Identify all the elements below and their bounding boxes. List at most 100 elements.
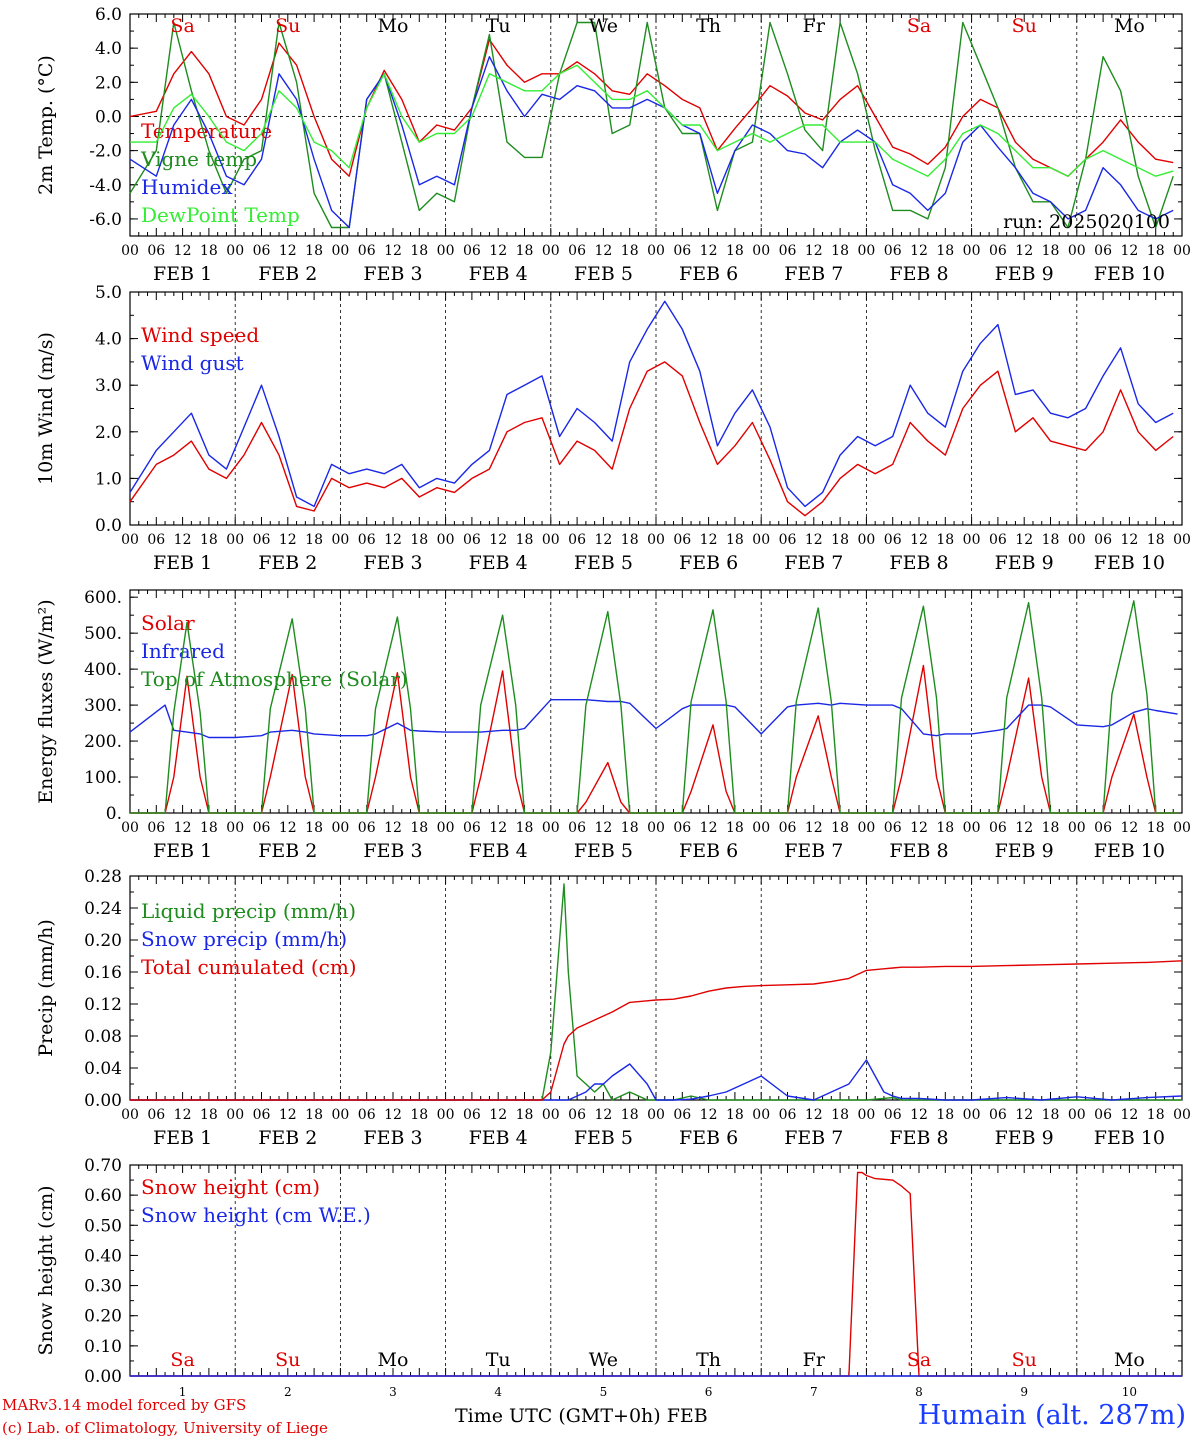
date-label: FEB 3 [363,840,422,862]
hour-tick-label: 00 [963,532,981,548]
hour-tick-label: 18 [726,243,744,259]
date-label: FEB 8 [889,552,948,574]
hour-tick-label: 00 [752,1107,770,1123]
hour-tick-label: 12 [594,243,612,259]
y-axis-label: Energy fluxes (W/m²) [35,599,57,803]
day-number-label: 1 [179,1385,187,1399]
y-tick-label: 1.0 [95,469,122,489]
date-label: FEB 5 [574,263,633,285]
y-tick-label: -2.0 [89,142,122,162]
y-tick-label: 0.30 [84,1277,122,1297]
legend-entry: DewPoint Temp [141,203,300,227]
date-label: FEB 9 [995,1127,1054,1149]
hour-tick-label: 00 [752,820,770,836]
panel-3: 600. 500. 400. 300. 200. 100. 0. Energy fluxes … [35,588,1191,862]
date-label: FEB 3 [363,552,422,574]
weekday-label: Su [275,1349,300,1371]
hour-tick-label: 18 [1147,243,1165,259]
y-tick-label: 4.0 [95,39,122,59]
hour-tick-label: 18 [516,532,534,548]
hour-tick-label: 06 [358,1107,376,1123]
hour-tick-label: 12 [594,1107,612,1123]
y-tick-label: 5.0 [95,283,122,303]
hour-tick-label: 12 [489,820,507,836]
date-label: FEB 7 [784,263,843,285]
hour-tick-label: 06 [147,1107,165,1123]
hour-tick-label: 00 [542,1107,560,1123]
date-label: FEB 1 [153,552,212,574]
date-label: FEB 8 [889,1127,948,1149]
hour-tick-label: 06 [463,243,481,259]
hour-tick-label: 00 [857,820,875,836]
weekday-label: We [589,1349,618,1371]
hour-tick-label: 12 [489,1107,507,1123]
weekday-label: Mo [378,1349,409,1371]
hour-tick-label: 00 [647,243,665,259]
weekday-label: We [589,15,618,37]
hour-tick-label: 18 [726,1107,744,1123]
hour-tick-label: 06 [253,1107,271,1123]
y-tick-label: 200. [84,732,122,752]
y-tick-label: 0.24 [84,899,122,919]
hour-tick-label: 00 [1173,1107,1191,1123]
y-tick-label: 100. [84,768,122,788]
hour-tick-label: 06 [673,820,691,836]
hour-tick-label: 06 [884,243,902,259]
hour-tick-label: 18 [1147,820,1165,836]
hour-tick-label: 18 [1147,532,1165,548]
hour-tick-label: 18 [621,820,639,836]
day-number-label: 3 [389,1385,397,1399]
panel-5: 0.70 0.60 0.50 0.40 0.30 0.20 0.10 0.00 Snow hei… [35,1156,1183,1399]
weekday-label: Tu [486,1349,511,1371]
hour-tick-label: 06 [1094,243,1112,259]
date-label: FEB 4 [469,552,528,574]
hour-tick-label: 12 [910,820,928,836]
hour-tick-label: 18 [621,532,639,548]
hour-tick-label: 06 [884,532,902,548]
hour-tick-label: 12 [700,532,718,548]
y-tick-label: 0.40 [84,1246,122,1266]
hour-tick-label: 18 [1042,1107,1060,1123]
hour-tick-label: 18 [200,1107,218,1123]
date-label: FEB 1 [153,840,212,862]
hour-tick-label: 18 [200,820,218,836]
hour-tick-label: 06 [989,243,1007,259]
hour-tick-label: 06 [253,532,271,548]
weekday-label: Tu [486,15,511,37]
hour-tick-label: 18 [1147,1107,1165,1123]
hour-tick-label: 18 [410,1107,428,1123]
day-number-label: 10 [1122,1385,1137,1399]
weekday-label: Th [696,15,721,37]
weekday-label: Sa [907,1349,931,1371]
hour-tick-label: 00 [1173,820,1191,836]
hour-tick-label: 06 [779,243,797,259]
y-tick-label: 0.12 [84,995,122,1015]
y-tick-label: -4.0 [89,176,122,196]
hour-tick-label: 06 [568,820,586,836]
hour-tick-label: 06 [673,243,691,259]
day-number-label: 5 [600,1385,608,1399]
hour-tick-label: 00 [1068,532,1086,548]
y-tick-label: 400. [84,660,122,680]
hour-tick-label: 06 [779,820,797,836]
y-tick-label: 0.20 [84,1307,122,1327]
legend-entry: Top of Atmosphere (Solar) [141,667,408,691]
hour-tick-label: 12 [279,1107,297,1123]
hour-tick-label: 00 [1173,532,1191,548]
y-tick-label: 0.0 [95,516,122,536]
y-axis-label: Precip (mm/h) [35,919,57,1057]
hour-tick-label: 12 [174,1107,192,1123]
hour-tick-label: 00 [226,243,244,259]
hour-tick-label: 18 [936,243,954,259]
date-label: FEB 7 [784,1127,843,1149]
hour-tick-label: 12 [279,532,297,548]
date-label: FEB 10 [1094,263,1165,285]
hour-tick-label: 18 [200,243,218,259]
legend-entry: Vigne temp [140,147,257,171]
series-line-2 [130,1059,1183,1101]
hour-tick-label: 06 [463,1107,481,1123]
y-tick-label: 4.0 [95,330,122,350]
y-tick-label: 3.0 [95,376,122,396]
weekday-label: Sa [170,15,194,37]
series-line-3 [130,960,1183,1101]
